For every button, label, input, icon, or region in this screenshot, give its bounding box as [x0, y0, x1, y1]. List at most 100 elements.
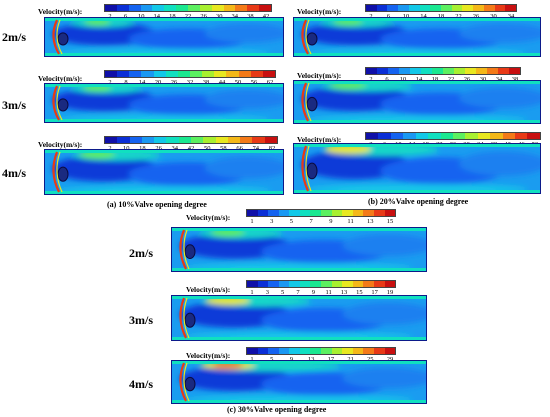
colorbar-tick-label: 1 [250, 356, 254, 363]
colorbar-swatch [342, 210, 353, 216]
contour-field [44, 83, 284, 123]
colorbar-swatch [366, 5, 377, 11]
colorbar-tick-label: 15 [356, 289, 363, 296]
colorbar-tick-label: 3 [270, 218, 274, 225]
velocity-label: Velocity(m/s): [186, 213, 231, 222]
valve-seat-red [179, 297, 187, 339]
colorbar-swatch [454, 68, 465, 74]
upper-wall [45, 84, 283, 87]
colorbar-swatch [289, 281, 300, 287]
velocity-label: Velocity(m/s): [186, 285, 231, 294]
colorbar-swatch [373, 281, 385, 287]
colorbar-swatch [105, 137, 118, 143]
upper-wall [172, 361, 426, 364]
colorbar-swatch [373, 348, 385, 354]
colorbar-swatch [278, 348, 290, 354]
velocity-field-plot [294, 144, 540, 193]
colorbar [246, 209, 396, 217]
colorbar-swatch [116, 5, 129, 11]
colorbar-tick-label: 5 [281, 289, 285, 296]
colorbar-tick-label: 26 [463, 76, 471, 83]
colorbar-swatch [165, 71, 178, 77]
colorbar-tick-label: 38 [511, 76, 519, 83]
colorbar-swatch [483, 5, 495, 11]
colorbar-swatch [421, 68, 432, 74]
colorbar-swatch [342, 281, 353, 287]
colorbar-tick-label: 6 [385, 76, 389, 83]
colorbar-swatch [268, 348, 279, 354]
colorbar-swatch [384, 210, 396, 216]
contour-field [293, 17, 541, 57]
colorbar-swatch [410, 68, 421, 74]
valve-seat-red [179, 229, 187, 270]
valve-seat-yellow [183, 229, 190, 270]
colorbar-swatch [366, 68, 377, 74]
colorbar-swatch [299, 281, 311, 287]
colorbar-tick-label: 38 [247, 13, 254, 20]
colorbar-swatch [363, 348, 374, 354]
valve-disc [184, 312, 196, 328]
colorbar-swatch [247, 5, 260, 11]
colorbar-swatch [141, 137, 155, 143]
colorbar-swatch [105, 5, 117, 11]
colorbar-tick-label: 50 [234, 79, 242, 86]
colorbar-swatch [430, 5, 442, 11]
colorbar-swatch [432, 68, 443, 74]
colorbar-swatch [247, 281, 258, 287]
contour-field [293, 143, 541, 194]
colorbar-swatch [240, 137, 253, 143]
downstream-zone [342, 367, 426, 389]
colorbar-swatch [188, 5, 200, 11]
colorbar-tick-label: 32 [186, 79, 194, 86]
colorbar-swatch [487, 68, 498, 74]
colorbar-swatch [440, 133, 453, 139]
colorbar-swatch [477, 133, 491, 139]
colorbar-swatch [247, 348, 258, 354]
colorbar-tick-label: 10 [402, 13, 410, 20]
upper-wall [294, 81, 540, 84]
colorbar-tick-label: 2 [369, 76, 373, 83]
colorbar-tick-label: 7 [296, 289, 300, 296]
inlet-velocity-label: 2m/s [129, 246, 153, 260]
colorbar-swatch [154, 137, 167, 143]
inlet-velocity-label: 2m/s [2, 30, 26, 44]
colorbar-swatch [352, 348, 364, 354]
colorbar [104, 4, 272, 12]
colorbar-swatch [152, 5, 165, 11]
velocity-field-plot [172, 228, 426, 271]
colorbar-swatch [378, 133, 391, 139]
downstream-zone [342, 234, 426, 256]
lower-wall [294, 190, 540, 193]
colorbar-swatch [257, 210, 269, 216]
colorbar-tick-label: 62 [266, 79, 274, 86]
colorbar-swatch [515, 133, 528, 139]
colorbar-tick-label: 34 [231, 13, 239, 20]
colorbar [365, 4, 517, 12]
contour-field [171, 360, 427, 404]
colorbar-swatch [268, 281, 279, 287]
valve-seat-red [301, 19, 309, 55]
colorbar-tick-label: 2 [108, 145, 112, 152]
lower-wall [294, 120, 540, 123]
colorbar-swatch [289, 210, 300, 216]
colorbar-swatch [390, 133, 404, 139]
colorbar-swatch [310, 348, 322, 354]
colorbar-tick-label: 10 [399, 76, 407, 83]
colorbar-tick-label: 42 [187, 145, 195, 152]
colorbar-tick-label: 34 [495, 76, 503, 83]
caption-a: (a) 10%Valve opening degree [107, 200, 207, 209]
valve-disc [306, 96, 318, 112]
colorbar-swatch [264, 137, 277, 143]
colorbar-tick-label: 9 [311, 289, 315, 296]
colorbar-tick-label: 26 [170, 79, 178, 86]
colorbar-swatch [415, 133, 429, 139]
colorbar-swatch [190, 137, 204, 143]
downstream-zone [204, 23, 283, 43]
colorbar-swatch [462, 5, 474, 11]
colorbar-tick-label: 5 [270, 356, 274, 363]
contour-field [44, 17, 284, 57]
velocity-label: Velocity(m/s): [297, 7, 342, 16]
valve-disc [306, 32, 318, 46]
colorbar-swatch [310, 210, 322, 216]
colorbar-tick-label: 17 [371, 289, 378, 296]
